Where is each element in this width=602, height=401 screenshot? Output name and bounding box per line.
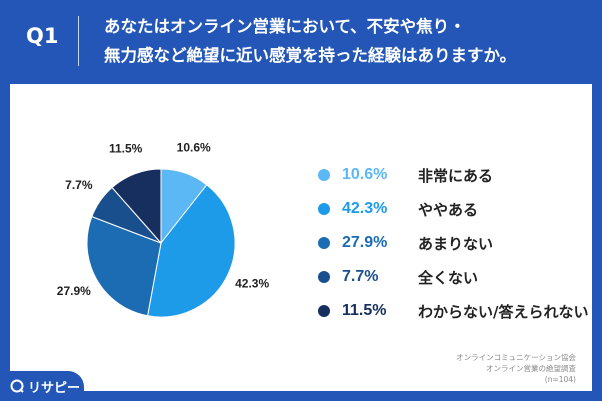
legend-label: 非常にある (418, 166, 494, 185)
legend-label: あまりない (418, 234, 494, 253)
legend-dot-icon (318, 203, 330, 215)
legend-dot-icon (318, 169, 330, 181)
legend-item: 27.9% あまりない (318, 226, 588, 260)
pie-slice-dont-know (111, 168, 162, 245)
legend-item: 7.7% 全くない (318, 260, 588, 294)
pie-label-dont-know: 11.5% (109, 142, 143, 156)
legend-label: わからない/答えられない (418, 302, 589, 321)
legend-dot-icon (318, 237, 330, 249)
question-number: Q1 (26, 24, 59, 48)
source-org: オンラインコミュニケーション協会 (456, 353, 576, 362)
legend-label: ややある (418, 200, 479, 219)
legend-value: 7.7% (342, 268, 379, 285)
title-divider (78, 16, 79, 66)
pie-label-not-much: 27.9% (57, 284, 91, 298)
pie-label-somewhat: 42.3% (235, 276, 269, 290)
legend-value: 42.3% (342, 200, 388, 217)
legend-item: 11.5% わからない/答えられない (318, 294, 588, 328)
legend-item: 42.3% ややある (318, 192, 588, 226)
legend-dot-icon (318, 271, 330, 283)
question-title: あなたはオンライン営業において、不安や焦り・ 無力感など絶望に近い感覚を持った経… (104, 12, 584, 70)
legend-value: 27.9% (342, 234, 388, 251)
source-survey: オンライン営業の絶望調査 (486, 364, 576, 373)
pie-chart: 10.6% 42.3% 27.9% 7.7% 11.5% (57, 141, 269, 318)
pie-slice-somewhat (147, 184, 236, 318)
source-note: オンラインコミュニケーション協会 オンライン営業の絶望調査 (n=104) (456, 352, 576, 385)
brand-tab: リサピー (0, 371, 84, 401)
pie-slice-not-much (86, 215, 162, 317)
pie-label-very-much: 10.6% (177, 141, 211, 155)
question-title-line-2: 無力感など絶望に近い感覚を持った経験はありますか。 (104, 46, 517, 65)
legend: 10.6% 非常にある 42.3% ややある 27.9% あまりない 7.7% … (318, 158, 588, 328)
pie-label-not-at-all: 7.7% (65, 178, 93, 192)
legend-value: 11.5% (342, 302, 387, 319)
legend-value: 10.6% (342, 166, 388, 183)
legend-dot-icon (318, 305, 330, 317)
legend-item: 10.6% 非常にある (318, 158, 588, 192)
source-sample-size: (n=104) (544, 375, 576, 384)
brand-name: リサピー (28, 380, 81, 396)
chart-card: 10.6% 42.3% 27.9% 7.7% 11.5% 10.6% 非常にある 42.… (10, 84, 592, 391)
question-title-line-1: あなたはオンライン営業において、不安や焦り・ (104, 17, 466, 36)
legend-label: 全くない (418, 268, 479, 287)
brand-logo-icon (10, 379, 24, 393)
